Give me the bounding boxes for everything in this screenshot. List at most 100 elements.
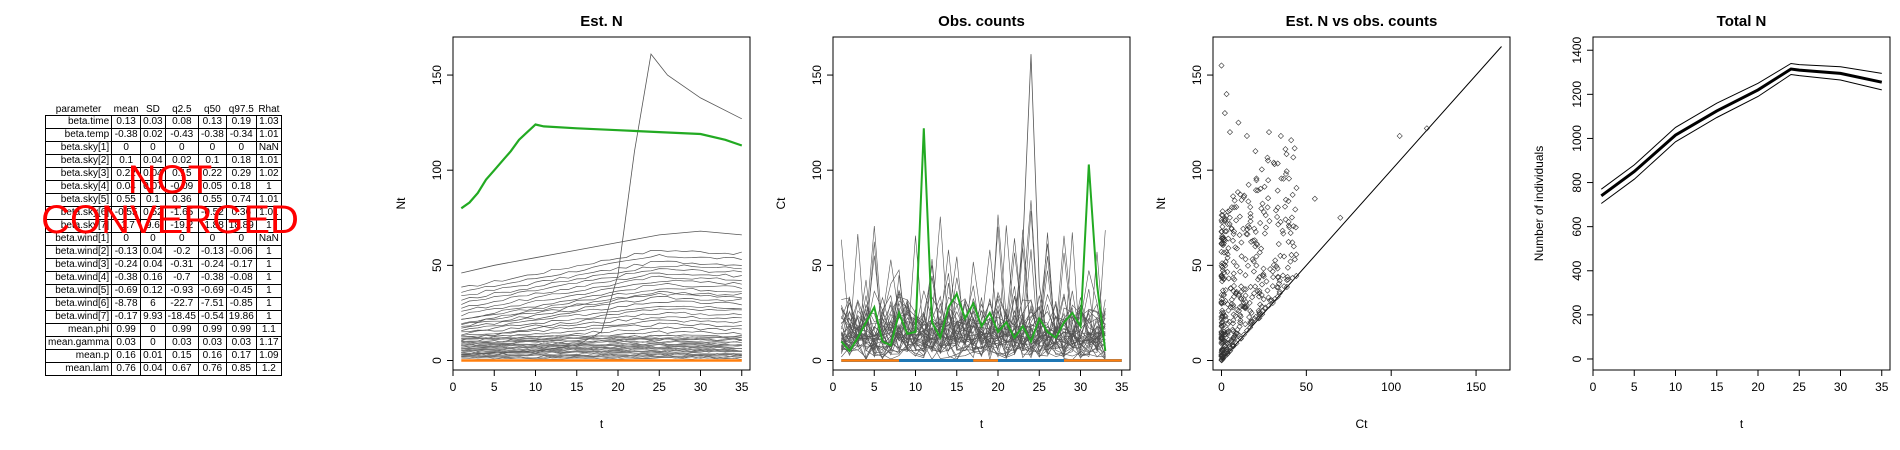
y-tick-label: 0	[1570, 355, 1584, 362]
total-n-lower-line	[1601, 73, 1882, 204]
scatter-point	[1247, 324, 1254, 331]
ct-series-line	[841, 303, 1106, 350]
scatter-point	[1218, 319, 1225, 327]
scatter-point	[1246, 314, 1253, 321]
table-cell: 0.99	[225, 323, 257, 337]
table-cell: 1.03	[255, 115, 282, 129]
scatter-point	[1222, 217, 1229, 224]
scatter-point	[1253, 253, 1260, 260]
scatter-point	[1270, 262, 1277, 269]
x-tick-label: 10	[1669, 380, 1683, 394]
scatter-point	[1396, 132, 1403, 139]
x-tick-label: 15	[1710, 380, 1724, 394]
scatter-point	[1284, 276, 1292, 283]
scatter-point	[1218, 316, 1225, 323]
x-tick-label: 35	[1875, 380, 1889, 394]
nt-series-line	[461, 291, 742, 325]
table-cell: -0.69	[197, 284, 227, 298]
scatter-point	[1221, 236, 1228, 243]
table-cell: NaN	[255, 141, 282, 155]
scatter-point	[1261, 183, 1268, 190]
x-axis-label: Ct	[1356, 417, 1369, 431]
nt-series-line	[461, 264, 742, 301]
scatter-point	[1275, 241, 1282, 248]
scatter-point	[1227, 285, 1234, 292]
table-cell: 0.55	[111, 193, 142, 207]
scatter-point	[1224, 208, 1232, 215]
y-tick-label: 200	[1570, 305, 1584, 325]
nt-series-line	[461, 355, 742, 359]
table-cell: 0.18	[225, 154, 257, 168]
scatter-point	[1233, 245, 1240, 252]
table-cell: beta.time	[44, 115, 113, 129]
y-tick-label: 100	[810, 160, 824, 180]
table-row: beta.sky[7] -1.7 9.6 -19.2 -1.88 18.89 1	[44, 219, 282, 233]
table-cell: 0	[225, 141, 257, 155]
scatter-point	[1219, 330, 1226, 338]
column-header-mean: mean	[113, 104, 139, 115]
scatter-point	[1218, 273, 1225, 280]
scatter-point	[1227, 344, 1234, 351]
table-cell: NaN	[255, 232, 282, 246]
y-tick-label: 100	[1190, 160, 1204, 180]
scatter-point	[1256, 309, 1263, 316]
scatter-point	[1230, 282, 1237, 289]
scatter-point	[1218, 299, 1225, 306]
scatter-point	[1288, 137, 1295, 144]
scatter-point	[1230, 230, 1237, 237]
scatter-point	[1260, 271, 1267, 278]
scatter-point	[1224, 254, 1231, 261]
scatter-point	[1230, 193, 1237, 200]
scatter-point	[1238, 295, 1245, 302]
nt-series-line	[461, 340, 742, 344]
scatter-point	[1218, 353, 1225, 360]
column-header-rhat: Rhat	[258, 104, 280, 115]
table-cell: -0.93	[164, 284, 199, 298]
table-cell: -19.2	[164, 219, 199, 233]
scatter-point	[1222, 297, 1229, 304]
scatter-point	[1269, 268, 1276, 275]
scatter-point	[1258, 291, 1265, 298]
nt-series-line	[461, 346, 742, 350]
x-tick-label: 5	[491, 380, 498, 394]
scatter-point	[1283, 168, 1290, 175]
scatter-point	[1240, 225, 1247, 232]
scatter-point	[1218, 352, 1225, 359]
scatter-point	[1247, 283, 1254, 290]
scatter-point	[1252, 228, 1259, 235]
est-n-chart: Est. N t Nt 0 5 10 15 20 25 30 35 0 50 100 150	[394, 13, 751, 431]
nt-series-line	[461, 347, 742, 351]
ct-series-line	[841, 247, 1106, 358]
x-tick-label: 5	[871, 380, 878, 394]
scatter-point	[1280, 175, 1287, 182]
scatter-point	[1230, 328, 1237, 335]
scatter-point	[1285, 218, 1292, 225]
scatter-point	[1221, 339, 1228, 346]
total-n-upper-line	[1601, 62, 1882, 190]
nt-series-line	[461, 354, 742, 358]
table-cell: 0.99	[197, 323, 227, 337]
nt-series-line	[461, 250, 742, 288]
scatter-point	[1230, 270, 1237, 277]
scatter-point	[1274, 204, 1281, 211]
table-row: beta.sky[4] 0.04 0.07 -0.09 0.05 0.18 1	[44, 180, 282, 194]
table-cell: -0.52	[197, 206, 227, 220]
table-cell: 1.09	[255, 349, 282, 363]
scatter-point	[1272, 257, 1279, 264]
scatter-point	[1269, 299, 1276, 306]
scatter-point	[1219, 267, 1226, 274]
table-cell: 0	[140, 336, 166, 350]
scatter-point	[1267, 266, 1274, 273]
table-cell: beta.wind[7]	[44, 310, 113, 324]
table-cell: -0.2	[164, 245, 199, 259]
scatter-point	[1261, 305, 1268, 312]
x-tick-label: 100	[1381, 380, 1401, 394]
scatter-point	[1223, 228, 1230, 235]
obs-counts-chart: Obs. counts t Ct 0 5 10 15 20 25 30 35 0 50 100 150	[774, 13, 1131, 431]
scatter-point	[1292, 206, 1299, 213]
scatter-point	[1280, 230, 1287, 237]
y-tick-label: 0	[810, 357, 824, 364]
y-tick-label: 50	[1190, 258, 1204, 272]
table-cell: beta.sky[4]	[44, 180, 113, 194]
table-cell: 1.02	[255, 167, 282, 181]
